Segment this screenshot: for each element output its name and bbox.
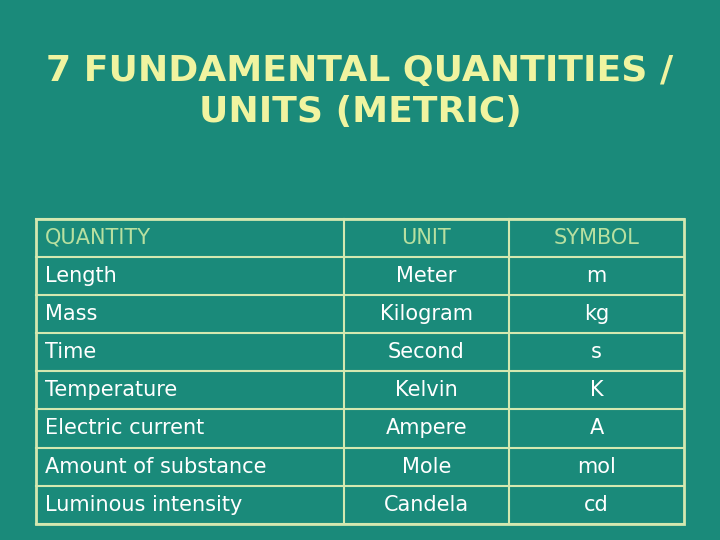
Text: SYMBOL: SYMBOL [554,228,639,248]
Text: Kelvin: Kelvin [395,380,458,400]
Text: UNIT: UNIT [402,228,451,248]
Text: Mole: Mole [402,457,451,477]
Text: kg: kg [584,304,609,324]
Text: QUANTITY: QUANTITY [45,228,150,248]
Text: Meter: Meter [396,266,456,286]
Text: K: K [590,380,603,400]
Text: Second: Second [388,342,465,362]
Text: mol: mol [577,457,616,477]
Text: 7 FUNDAMENTAL QUANTITIES /
UNITS (METRIC): 7 FUNDAMENTAL QUANTITIES / UNITS (METRIC… [46,55,674,129]
Text: cd: cd [584,495,609,515]
Text: Luminous intensity: Luminous intensity [45,495,242,515]
Text: m: m [586,266,607,286]
Text: Kilogram: Kilogram [380,304,473,324]
Text: A: A [590,418,603,438]
Text: s: s [591,342,602,362]
Bar [36,219,684,524]
Text: Length: Length [45,266,117,286]
Text: Time: Time [45,342,96,362]
Text: Mass: Mass [45,304,97,324]
Text: Ampere: Ampere [386,418,467,438]
Text: Amount of substance: Amount of substance [45,457,266,477]
Text: Temperature: Temperature [45,380,177,400]
Text: Candela: Candela [384,495,469,515]
Text: Electric current: Electric current [45,418,204,438]
